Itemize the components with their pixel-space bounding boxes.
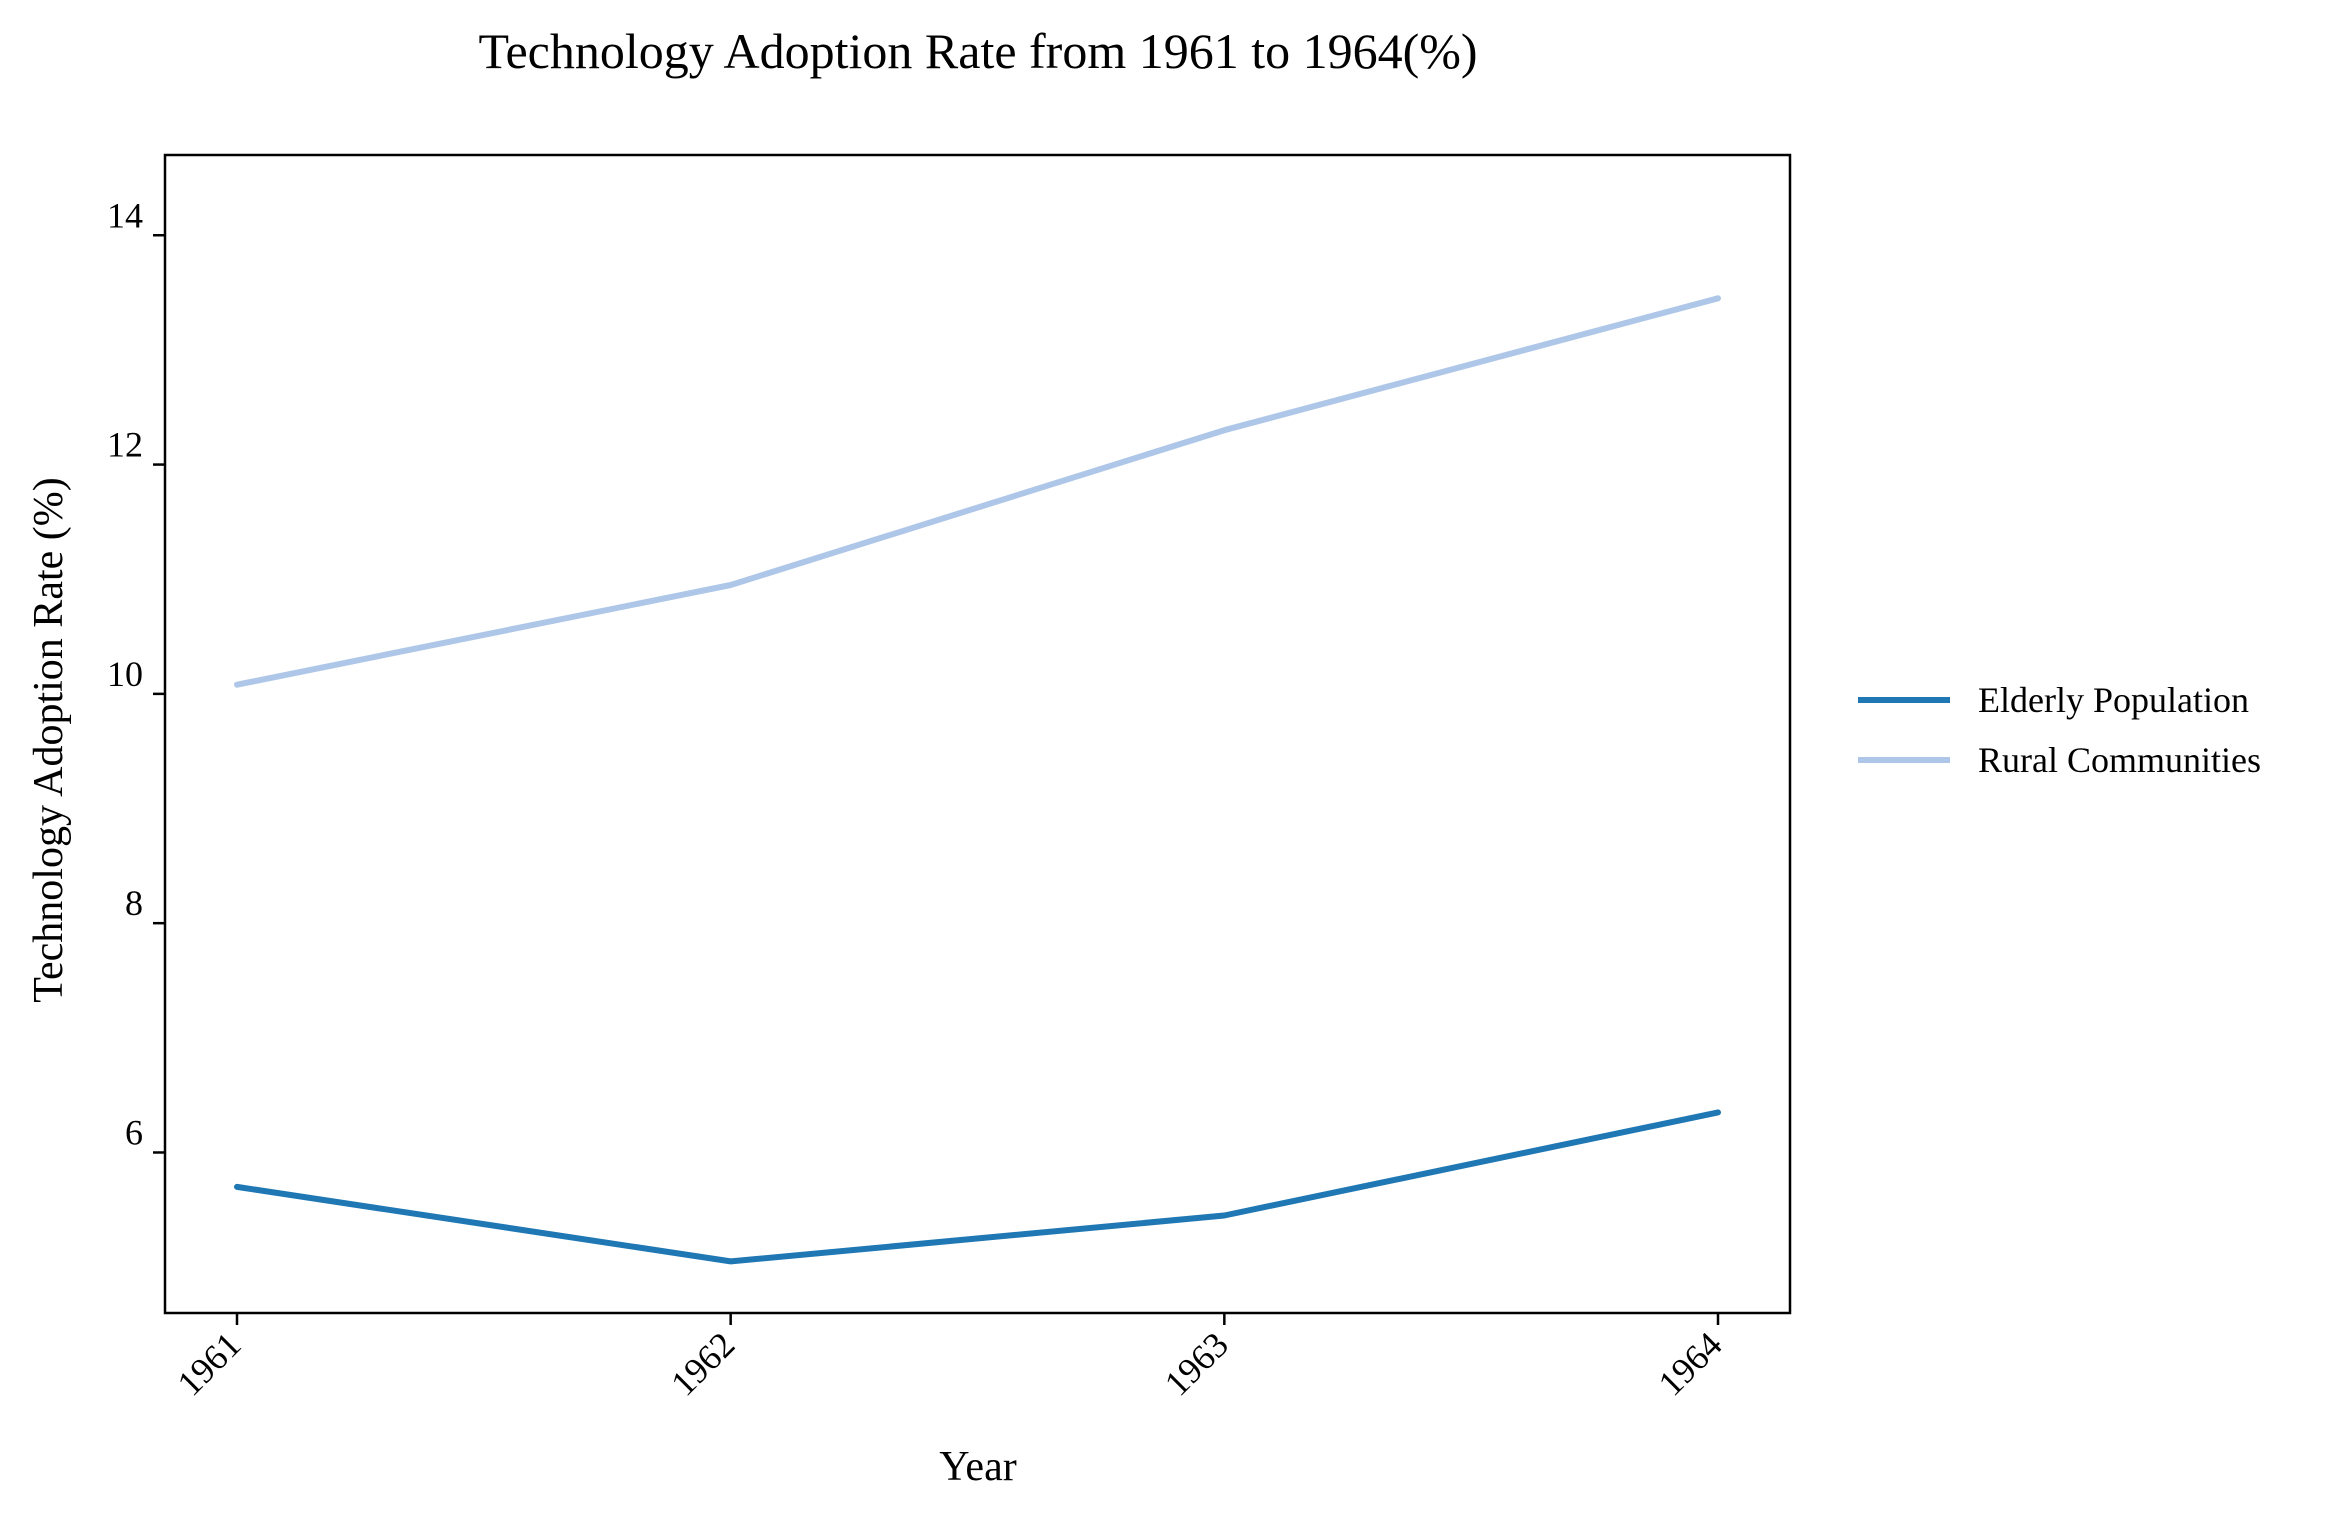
y-tick-label: 14 [107,195,143,235]
series-line-rural-communities [234,295,1721,688]
x-tick-label: 1961 [169,1324,248,1403]
legend-label-rural-communities: Rural Communities [1978,740,2261,780]
plot-frame [163,153,1792,1315]
y-tick-label: 12 [107,425,143,465]
x-tick-label: 1964 [1650,1324,1729,1403]
legend-label-elderly-population: Elderly Population [1978,680,2249,720]
x-axis-label: Year [939,1444,1016,1490]
legend: Elderly Population Rural Communities [1858,680,2261,780]
y-tick-label: 8 [125,883,143,923]
chart-title: Technology Adoption Rate from 1961 to 19… [478,23,1477,79]
y-tick-label: 6 [125,1112,143,1152]
x-tick-label: 1963 [1157,1324,1236,1403]
series-line-elderly-population [234,1109,1721,1265]
y-axis-label: Technology Adoption Rate (%) [26,477,72,1002]
plot-area: 6 8 10 12 14 1961 1962 1963 1964 [107,153,1792,1404]
x-tick-label: 1962 [663,1324,742,1403]
y-tick-label: 10 [107,654,143,694]
